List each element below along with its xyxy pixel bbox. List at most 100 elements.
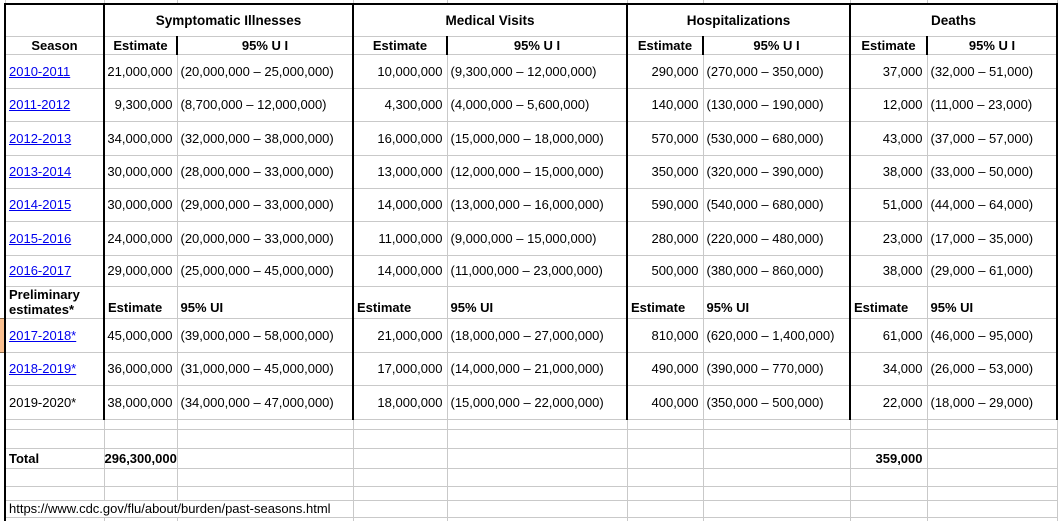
- season-link[interactable]: 2012-2013: [4, 121, 105, 156]
- group-header-deaths: Deaths: [850, 3, 1058, 37]
- estimate-cell: 14,000,000: [353, 255, 448, 287]
- estimate-cell: 280,000: [627, 221, 704, 256]
- grid-cell: [104, 468, 178, 487]
- right-margin-cell: [1057, 155, 1062, 188]
- table-row: 2015-2016 24,000,000 (20,000,000 – 33,000,…: [0, 221, 1062, 256]
- grid-cell: [703, 468, 851, 487]
- estimate-cell: 13,000,000: [353, 155, 448, 189]
- estimate-cell: 36,000,000: [104, 352, 178, 386]
- empty-row: [0, 468, 1062, 487]
- estimate-cell: 29,000,000: [104, 255, 178, 287]
- grid-cell: [447, 517, 628, 521]
- grid-cell: [703, 419, 851, 430]
- estimate-column-header: Estimate: [850, 36, 928, 55]
- grid-cell: [5, 0, 105, 4]
- season-link[interactable]: 2010-2011: [4, 54, 105, 89]
- estimate-cell: 9,300,000: [104, 88, 178, 122]
- grid-cell: [177, 429, 354, 449]
- season-link[interactable]: 2018-2019*: [4, 352, 105, 386]
- estimate-cell: 34,000: [850, 352, 928, 386]
- grid-cell: [177, 448, 354, 469]
- ui-cell: (530,000 – 680,000): [703, 121, 851, 156]
- ui-column-header: 95% UI: [177, 286, 354, 319]
- table-row: 2014-2015 30,000,000 (29,000,000 – 33,000,…: [0, 188, 1062, 222]
- grid-cell: [627, 500, 704, 518]
- ui-cell: (20,000,000 – 33,000,000): [177, 221, 354, 256]
- ui-cell: (26,000 – 53,000): [927, 352, 1058, 386]
- grid-cell: [850, 500, 928, 518]
- ui-cell: (31,000,000 – 45,000,000): [177, 352, 354, 386]
- grid-cell: [927, 448, 1058, 469]
- estimate-cell: 38,000,000: [104, 385, 178, 420]
- total-row: Total 296,300,000 359,000: [0, 448, 1062, 469]
- estimate-cell: 30,000,000: [104, 155, 178, 189]
- right-margin-cell: [1057, 255, 1062, 286]
- ui-column-header: 95% U I: [927, 36, 1058, 55]
- grid-cell: [447, 448, 628, 469]
- season-link[interactable]: 2013-2014: [4, 155, 105, 189]
- ui-cell: (34,000,000 – 47,000,000): [177, 385, 354, 420]
- total-deaths-estimate: 359,000: [850, 448, 928, 469]
- season-link[interactable]: 2015-2016: [4, 221, 105, 256]
- ui-column-header: 95% UI: [927, 286, 1058, 319]
- season-link[interactable]: 2014-2015: [4, 188, 105, 222]
- right-margin-cell: [1057, 121, 1062, 155]
- estimate-column-header: Estimate: [104, 286, 178, 319]
- estimate-cell: 400,000: [627, 385, 704, 420]
- grid-cell: [353, 0, 448, 4]
- right-margin-cell: [1057, 88, 1062, 121]
- grid-cell: [1057, 500, 1062, 517]
- source-url-row: https://www.cdc.gov/flu/about/burden/pas…: [0, 500, 1062, 518]
- grid-cell: [850, 0, 928, 4]
- grid-cell: [703, 429, 851, 449]
- ui-cell: (20,000,000 – 25,000,000): [177, 54, 354, 89]
- grid-cell: [1057, 486, 1062, 500]
- estimate-cell: 43,000: [850, 121, 928, 156]
- estimate-cell: 30,000,000: [104, 188, 178, 222]
- grid-cell: [627, 419, 704, 430]
- table-row: 2017-2018* 45,000,000 (39,000,000 – 58,000…: [0, 317, 1062, 353]
- ui-cell: (46,000 – 95,000): [927, 318, 1058, 353]
- grid-cell: [1057, 429, 1062, 448]
- grid-cell: [703, 448, 851, 469]
- ui-cell: (540,000 – 680,000): [703, 188, 851, 222]
- grid-cell: [850, 517, 928, 521]
- empty-row: [0, 486, 1062, 501]
- grid-cell: [627, 517, 704, 521]
- group-header-medical-visits: Medical Visits: [353, 3, 628, 37]
- grid-cell: [447, 468, 628, 487]
- preliminary-header-row: Preliminary estimates* Estimate 95% UI E…: [0, 286, 1062, 319]
- estimate-column-header: Estimate: [850, 286, 928, 319]
- ui-column-header: 95% UI: [447, 286, 628, 319]
- grid-cell: [627, 448, 704, 469]
- right-margin-cell: [1057, 221, 1062, 255]
- ui-cell: (14,000,000 – 21,000,000): [447, 352, 628, 386]
- grid-cell: [104, 517, 178, 521]
- table-row: 2016-2017 29,000,000 (25,000,000 – 45,000,…: [0, 255, 1062, 287]
- grid-cell: [703, 0, 851, 4]
- grid-cell: [927, 468, 1058, 487]
- grid-cell: [177, 517, 354, 521]
- season-link[interactable]: 2016-2017: [4, 255, 105, 287]
- estimate-column-header: Estimate: [104, 36, 178, 55]
- grid-cell: [703, 517, 851, 521]
- ui-cell: (130,000 – 190,000): [703, 88, 851, 122]
- season-link[interactable]: 2011-2012: [4, 88, 105, 122]
- grid-cell: [447, 429, 628, 449]
- ui-cell: (380,000 – 860,000): [703, 255, 851, 287]
- ui-cell: (11,000,000 – 23,000,000): [447, 255, 628, 287]
- grid-cell: [850, 486, 928, 501]
- grid-cell: [850, 429, 928, 449]
- estimate-cell: 350,000: [627, 155, 704, 189]
- grid-cell: [447, 486, 628, 501]
- grid-cell: [353, 429, 448, 449]
- season-link[interactable]: 2017-2018*: [4, 318, 105, 353]
- table-row: 2010-2011 21,000,000 (20,000,000 – 25,000,…: [0, 54, 1062, 89]
- ui-cell: (620,000 – 1,400,000): [703, 318, 851, 353]
- grid-cell: [177, 486, 354, 501]
- estimate-cell: 51,000: [850, 188, 928, 222]
- ui-column-header: 95% U I: [447, 36, 628, 55]
- table-row: 2018-2019* 36,000,000 (31,000,000 – 45,000…: [0, 352, 1062, 386]
